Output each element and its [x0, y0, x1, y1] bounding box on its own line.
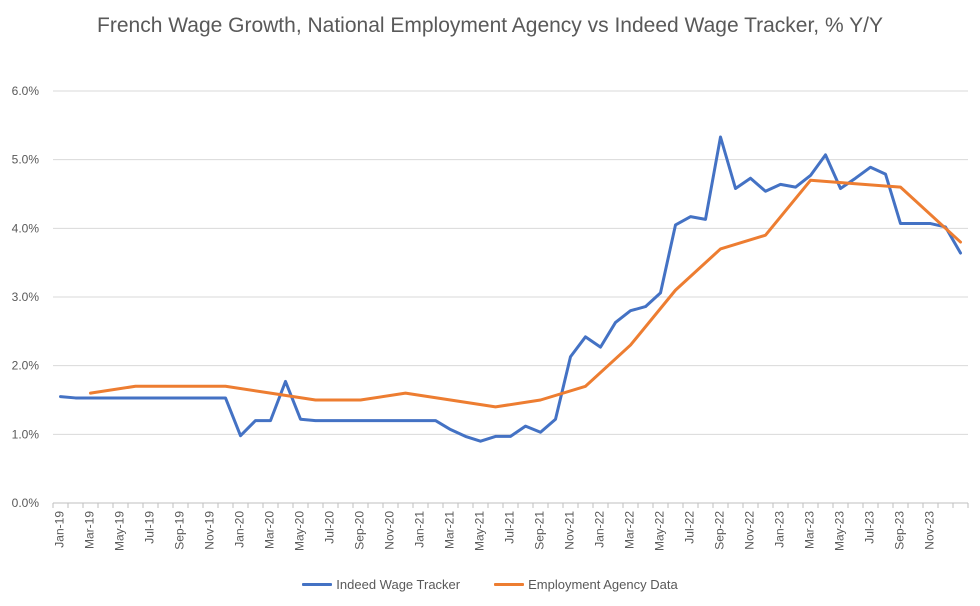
y-tick-label: 5.0% [12, 153, 40, 167]
legend-swatch-employment-agency [494, 583, 525, 586]
x-tick-label: Sep-19 [173, 511, 187, 550]
legend-item-employment-agency[interactable]: Employment Agency Data [494, 577, 678, 592]
x-tick-label: May-23 [833, 511, 847, 551]
x-tick-label: Jan-21 [413, 511, 427, 548]
x-tick-label: May-21 [473, 511, 487, 551]
gridlines [53, 90, 968, 435]
x-tick-label: Mar-23 [803, 511, 817, 549]
legend-item-indeed[interactable]: Indeed Wage Tracker [302, 577, 460, 592]
x-tick-label: May-19 [113, 511, 127, 551]
series-line-indeed [59, 135, 962, 443]
x-tick-label: Jan-22 [593, 511, 607, 548]
y-tick-label: 3.0% [12, 290, 40, 304]
x-tick-label: Mar-21 [443, 511, 457, 549]
x-tick-label: Mar-19 [83, 511, 97, 549]
x-tick-label: Nov-23 [923, 511, 937, 550]
y-tick-label: 4.0% [12, 221, 40, 235]
x-tick-label: Jul-22 [683, 511, 697, 544]
axes: 0.0% 1.0% 2.0% 3.0% 4.0% 5.0% 6.0% Jan-19 Mar-19… [12, 84, 969, 551]
x-tick-label: Mar-20 [263, 511, 277, 549]
y-tick-label: 2.0% [12, 359, 40, 373]
legend-label-indeed: Indeed Wage Tracker [336, 577, 461, 592]
x-tick-label: May-20 [293, 511, 307, 551]
x-tick-label: Sep-21 [533, 511, 547, 550]
series-lines [59, 135, 962, 443]
y-tick-label: 0.0% [12, 496, 40, 510]
x-tick-label: Nov-21 [563, 511, 577, 550]
x-tick-label: Nov-20 [383, 511, 397, 550]
x-tick-label: Jul-19 [143, 511, 157, 544]
x-tick-label: Sep-20 [353, 511, 367, 550]
x-tick-label: Jan-19 [53, 511, 67, 548]
x-tick-label: Jul-21 [503, 511, 517, 544]
x-tick-label: Nov-22 [743, 511, 757, 550]
x-tick-label: Jul-20 [323, 511, 337, 544]
x-tick-label: Jan-23 [773, 511, 787, 548]
x-tick-label: Nov-19 [203, 511, 217, 550]
series-line-employment-agency [89, 178, 962, 409]
y-tick-label: 6.0% [12, 84, 40, 98]
chart-title: French Wage Growth, National Employment … [97, 14, 883, 37]
x-tick-label: Jan-20 [233, 511, 247, 548]
legend-swatch-indeed [302, 583, 333, 586]
x-tick-label: Jul-23 [863, 511, 877, 544]
y-tick-label: 1.0% [12, 427, 40, 441]
x-tick-label: May-22 [653, 511, 667, 551]
legend-label-employment-agency: Employment Agency Data [528, 577, 678, 592]
x-tick-label: Mar-22 [623, 511, 637, 549]
chart-legend: Indeed Wage Tracker Employment Agency Da… [0, 577, 980, 592]
x-tick-label: Sep-22 [713, 511, 727, 550]
x-tick-label: Sep-23 [893, 511, 907, 550]
